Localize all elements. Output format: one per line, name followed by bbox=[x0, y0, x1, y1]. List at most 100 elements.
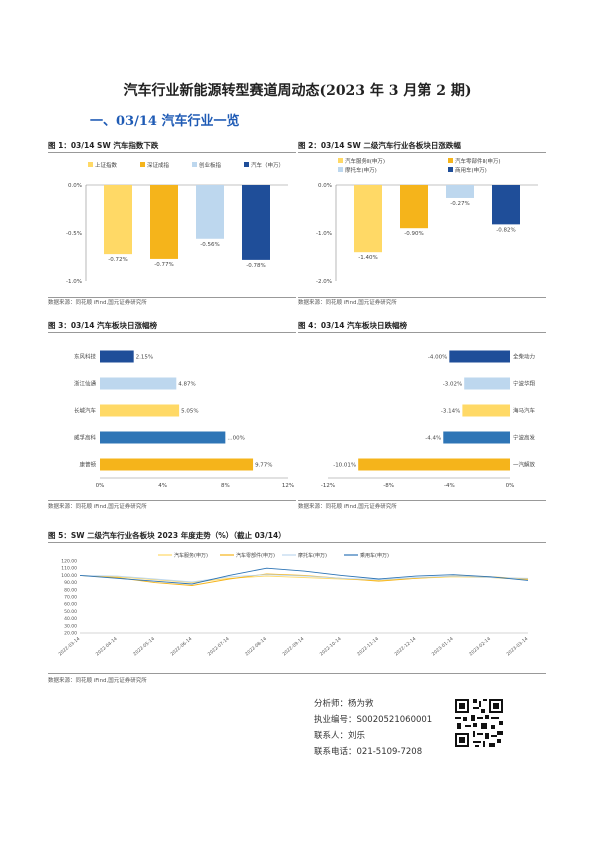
license-number: 执业编号：S0020521060001 bbox=[314, 715, 433, 725]
legend-label: 乘用车(申万) bbox=[360, 552, 389, 559]
y-tick-label: -1.0% bbox=[316, 231, 332, 237]
bar bbox=[196, 185, 224, 239]
data-label: -3.14% bbox=[441, 409, 460, 415]
x-tick-label: 8% bbox=[221, 483, 230, 489]
x-tick-label: 4% bbox=[158, 483, 167, 489]
contact-phone: 联系电话：021-5109-7208 bbox=[314, 747, 423, 757]
figure-3: 图 3：03/14 汽车板块日涨幅榜 0% 4% 8% 12% 东风科技 2.15% 浙江仙… bbox=[48, 320, 296, 501]
data-label: 5.05% bbox=[181, 409, 198, 415]
x-tick-label: 2022-09-14 bbox=[281, 636, 305, 657]
y-tick-label: -1.0% bbox=[66, 279, 82, 285]
bar bbox=[100, 350, 134, 363]
bar bbox=[492, 185, 520, 225]
y-tick-label: 0.0% bbox=[318, 183, 332, 189]
figure-divider bbox=[298, 152, 546, 153]
legend-swatch bbox=[88, 162, 93, 167]
x-tick-label: 0% bbox=[506, 483, 515, 489]
legend-swatch bbox=[448, 158, 453, 163]
y-tick-label: 0.0% bbox=[68, 183, 82, 189]
category-label: 一汽解放 bbox=[513, 461, 536, 469]
data-label: -0.56% bbox=[200, 242, 219, 248]
qr-code-icon[interactable] bbox=[453, 697, 505, 749]
data-label: 4.87% bbox=[178, 382, 195, 388]
data-label: -0.82% bbox=[496, 227, 515, 233]
data-label: -1.40% bbox=[358, 255, 377, 261]
bar bbox=[446, 185, 474, 198]
category-label: 康普顿 bbox=[79, 461, 96, 469]
legend-label: 汽车服务Ⅱ(申万) bbox=[345, 157, 385, 165]
legend-label: 创业板指 bbox=[199, 161, 222, 169]
data-label: -3.02% bbox=[443, 382, 462, 388]
figure-divider bbox=[48, 297, 296, 298]
figure-3-source: 数据来源：同花顺 iFind,国元证券研究所 bbox=[48, 504, 147, 510]
category-label: 宁波高发 bbox=[513, 434, 536, 442]
category-label: 东风科技 bbox=[74, 353, 97, 361]
legend-swatch bbox=[192, 162, 197, 167]
figure-1-source: 数据来源：同花顺 iFind,国元证券研究所 bbox=[48, 300, 147, 306]
y-tick-label: 30.00 bbox=[64, 623, 77, 629]
x-tick-label: 2022-04-14 bbox=[95, 636, 119, 657]
figure-1: 图 1：03/14 SW 汽车指数下跌 上证指数 深证成指 创业板指 汽车（申万） 0.… bbox=[48, 140, 296, 298]
figure-5-source: 数据来源：同花顺 iFind,国元证券研究所 bbox=[48, 678, 147, 684]
bar bbox=[100, 431, 226, 444]
data-label: -0.27% bbox=[450, 201, 469, 207]
y-tick-label: 40.00 bbox=[64, 616, 77, 622]
figure-3-title: 图 3：03/14 汽车板块日涨幅榜 bbox=[48, 321, 158, 330]
bar bbox=[150, 185, 178, 259]
x-tick-label: 2023-03-14 bbox=[505, 636, 529, 657]
x-tick-label: -12% bbox=[321, 483, 335, 489]
legend-label: 摩托车(申万) bbox=[345, 166, 377, 174]
x-tick-label: 2022-12-14 bbox=[393, 636, 417, 657]
figure-4-source: 数据来源：同花顺 iFind,国元证券研究所 bbox=[298, 504, 397, 510]
figure-5-chart: 汽车服务(申万) 汽车零部件(申万) 摩托车(申万) 乘用车(申万) 120.00110… bbox=[57, 552, 529, 657]
figure-divider bbox=[48, 542, 546, 543]
bar bbox=[449, 350, 510, 363]
category-label: 威孚高科 bbox=[74, 434, 97, 442]
x-tick-label: 2022-10-14 bbox=[319, 636, 343, 657]
report-title: 汽车行业新能源转型赛道周动态(2023 年 3 月第 2 期) bbox=[123, 83, 472, 99]
category-label: 宁波华翔 bbox=[513, 380, 536, 388]
data-label: -4.00% bbox=[428, 355, 447, 361]
legend-label: 汽车服务(申万) bbox=[174, 552, 208, 559]
figure-1-title: 图 1：03/14 SW 汽车指数下跌 bbox=[48, 141, 159, 150]
legend-swatch bbox=[338, 167, 343, 172]
legend-swatch bbox=[338, 158, 343, 163]
figure-2-chart: 汽车服务Ⅱ(申万) 汽车零部件Ⅱ(申万) 摩托车(申万) 商用车(申万) 0.0% -1.… bbox=[316, 157, 538, 285]
bar bbox=[462, 404, 510, 417]
category-label: 全柴动力 bbox=[513, 353, 535, 361]
category-label: 海马汽车 bbox=[513, 407, 536, 415]
x-tick-label: -8% bbox=[383, 483, 394, 489]
series-line bbox=[79, 574, 529, 584]
legend-swatch bbox=[244, 162, 249, 167]
figure-1-chart: 上证指数 深证成指 创业板指 汽车（申万） 0.0% -0.5% -1.0% -0.72% -0… bbox=[66, 161, 288, 285]
y-tick-label: -0.5% bbox=[66, 231, 82, 237]
legend-label: 商用车(申万) bbox=[455, 166, 487, 174]
bar bbox=[354, 185, 382, 253]
bar bbox=[242, 185, 270, 260]
figure-5-title: 图 5：SW 二级汽车行业各板块 2023 年度走势（%）（截止 03/14） bbox=[48, 531, 286, 540]
bar bbox=[104, 185, 132, 255]
x-tick-label: 2022-05-14 bbox=[132, 636, 156, 657]
y-tick-label: 70.00 bbox=[64, 595, 77, 601]
figure-divider bbox=[48, 500, 296, 501]
x-tick-label: 0% bbox=[96, 483, 105, 489]
figure-4-title: 图 4：03/14 汽车板块日跌幅榜 bbox=[298, 321, 408, 330]
data-label: ...00% bbox=[227, 436, 244, 442]
analyst-name: 分析师：杨为敩 bbox=[314, 699, 374, 709]
x-tick-label: 2022-06-14 bbox=[169, 636, 193, 657]
figure-3-chart: 0% 4% 8% 12% 东风科技 2.15% 浙江仙通 4.87% 长城汽车 5.05% 威孚高科… bbox=[74, 350, 294, 489]
figure-divider bbox=[48, 152, 296, 153]
y-tick-label: 100.00 bbox=[61, 573, 77, 579]
legend-swatch bbox=[140, 162, 145, 167]
y-tick-label: 60.00 bbox=[64, 602, 77, 608]
x-tick-label: 2022-03-14 bbox=[57, 636, 81, 657]
y-tick-label: 50.00 bbox=[64, 609, 77, 615]
y-tick-label: 20.00 bbox=[64, 631, 77, 637]
figure-divider bbox=[298, 297, 546, 298]
figure-4-chart: -12% -8% -4% 0% -4.00% 全柴动力 -3.02% 宁波华翔 -3.14% 海马… bbox=[321, 350, 536, 489]
data-label: -0.77% bbox=[154, 262, 173, 268]
legend-label: 汽车（申万） bbox=[251, 161, 284, 169]
y-tick-label: -2.0% bbox=[316, 279, 332, 285]
figure-divider bbox=[48, 332, 296, 333]
figure-divider bbox=[298, 500, 546, 501]
